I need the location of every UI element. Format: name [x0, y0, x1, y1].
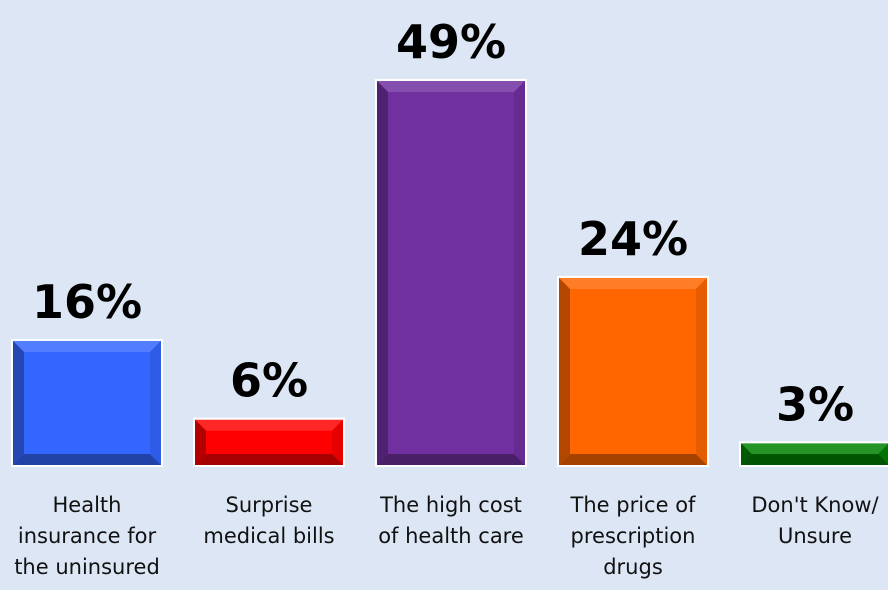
bar-bevel-left — [12, 339, 24, 466]
bar-bevel-right — [514, 80, 526, 466]
bar-outline — [739, 441, 888, 467]
bar-bevel-top — [376, 80, 526, 92]
bar-bevel-bottom — [194, 454, 344, 466]
data-label: 49% — [396, 15, 506, 69]
category-label-line: of health care — [378, 524, 524, 548]
bar-bevel-bottom — [376, 454, 526, 466]
bar-outline — [375, 79, 527, 467]
bar-bevel-bottom — [740, 454, 888, 466]
bar-bevel-left — [376, 80, 388, 466]
data-label: 16% — [32, 275, 142, 329]
bar-group — [739, 441, 888, 467]
category-label-line: Health — [53, 493, 122, 517]
bar-outline — [11, 338, 163, 468]
bar-bevel-right — [696, 276, 708, 466]
bar-group — [11, 338, 163, 468]
category-label-line: prescription — [571, 524, 696, 548]
bar-bevel-left — [740, 442, 752, 466]
bar-outline — [193, 417, 345, 467]
bar-group — [375, 79, 527, 467]
category-label-line: drugs — [603, 555, 663, 579]
category-label-line: Surprise — [226, 493, 313, 517]
category-label-line: Unsure — [778, 524, 852, 548]
bar-bevel-top — [558, 276, 708, 289]
bar-group — [193, 417, 345, 467]
category-label-line: the uninsured — [14, 555, 160, 579]
category-label-line: medical bills — [203, 524, 334, 548]
category-label-line: Don't Know/ — [751, 493, 879, 517]
bar-bevel-right — [878, 444, 888, 465]
bar-bevel-bottom — [12, 454, 162, 466]
bar-bevel-bottom — [558, 454, 708, 466]
bar — [557, 275, 709, 467]
category-label: Health insurance for the uninsured — [14, 493, 160, 579]
bar — [375, 79, 527, 467]
data-label: 6% — [230, 354, 308, 408]
data-label: 3% — [776, 377, 854, 431]
category-label-line: insurance for — [18, 524, 157, 548]
bar — [11, 338, 163, 468]
bar-bevel-top — [12, 339, 162, 352]
bar-bevel-left — [558, 276, 570, 466]
bar-bevel-top — [194, 418, 344, 431]
bar-bevel-right — [332, 418, 344, 466]
data-label: 24% — [578, 212, 688, 266]
bar-bevel-right — [150, 339, 162, 466]
bar-group — [557, 275, 709, 467]
bar-bevel-left — [194, 418, 206, 466]
category-label: Don't Know/Unsure — [751, 493, 879, 548]
category-label-line: The high cost — [379, 493, 522, 517]
category-label-line: The price of — [570, 493, 697, 517]
category-label: The price of prescription drugs — [570, 493, 697, 579]
bar-bevel-top — [740, 442, 888, 455]
bar-outline — [557, 275, 709, 467]
category-label: Surprise medical bills — [203, 493, 334, 548]
category-label: The high cost of health care — [378, 493, 524, 548]
